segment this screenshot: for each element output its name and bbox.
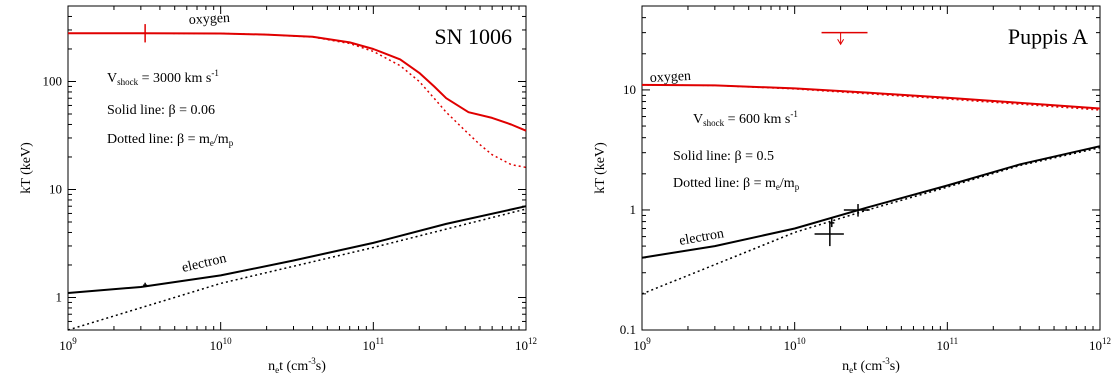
panel-title: Puppis A bbox=[1008, 24, 1088, 49]
y-tick-label: 100 bbox=[43, 73, 63, 88]
annotation-vshock: Vshock = 600 km s-1 bbox=[693, 109, 798, 128]
series-label-oxygen: oxygen bbox=[188, 11, 230, 28]
y-tick-label: 0.1 bbox=[620, 322, 636, 337]
series-line-dotted-electron bbox=[641, 146, 1101, 295]
data-point-electron bbox=[843, 204, 870, 217]
series-line-solid-electron bbox=[67, 205, 527, 294]
series-label-electron: electron bbox=[181, 251, 228, 276]
series-line-solid-electron bbox=[641, 145, 1101, 259]
annotation-solid-line: Solid line: β = 0.06 bbox=[107, 103, 215, 118]
x-tick-label: 1011 bbox=[362, 336, 384, 353]
x-axis-label: net (cm-3s) bbox=[268, 356, 326, 375]
y-axis-label: kT (keV) bbox=[19, 142, 34, 194]
series-line-dotted-oxygen bbox=[68, 32, 527, 169]
y-tick-label: 10 bbox=[623, 82, 636, 97]
data-point-electron bbox=[814, 221, 844, 247]
data-point-electron bbox=[829, 217, 835, 228]
y-tick-label: 10 bbox=[49, 181, 62, 196]
x-axis-label: net (cm-3s) bbox=[842, 356, 900, 375]
data-point-electron bbox=[143, 282, 148, 288]
series-line-solid-oxygen bbox=[641, 83, 1101, 110]
annotation-dotted-line: Dotted line: β = me/mp bbox=[107, 132, 234, 148]
x-tick-label: 1010 bbox=[210, 336, 233, 353]
annotation-dotted-line: Dotted line: β = me/mp bbox=[673, 176, 800, 192]
series-label-oxygen: oxygen bbox=[649, 69, 691, 86]
x-tick-label: 109 bbox=[59, 336, 77, 353]
x-tick-label: 1012 bbox=[515, 336, 537, 353]
data-point-oxygen bbox=[143, 24, 148, 43]
plot-frame bbox=[641, 5, 1101, 331]
x-tick-label: 1011 bbox=[936, 336, 958, 353]
x-tick-label: 109 bbox=[633, 336, 651, 353]
chart-panel-1: 109 1010 1011 1012 1 10 100 net (cm-3s) kT (keV)… bbox=[19, 5, 537, 375]
chart-panel-2: 109 1010 1011 1012 0.1 1 10 net (cm-3s) kT (keV)… bbox=[593, 5, 1111, 375]
series-line-dotted-oxygen bbox=[641, 84, 1101, 111]
x-tick-label: 1012 bbox=[1089, 336, 1111, 353]
series-line-dotted-electron bbox=[67, 208, 527, 331]
annotation-vshock: Vshock = 3000 km s-1 bbox=[107, 68, 219, 87]
y-axis-label: kT (keV) bbox=[593, 142, 608, 194]
y-tick-label: 1 bbox=[630, 202, 637, 217]
series-line-solid-oxygen bbox=[68, 32, 527, 132]
upper-limit-oxygen bbox=[821, 31, 868, 46]
panel-title: SN 1006 bbox=[434, 24, 512, 49]
x-tick-label: 1010 bbox=[784, 336, 807, 353]
plot-frame bbox=[67, 5, 527, 331]
annotation-solid-line: Solid line: β = 0.5 bbox=[673, 149, 774, 164]
y-tick-label: 1 bbox=[56, 289, 63, 304]
